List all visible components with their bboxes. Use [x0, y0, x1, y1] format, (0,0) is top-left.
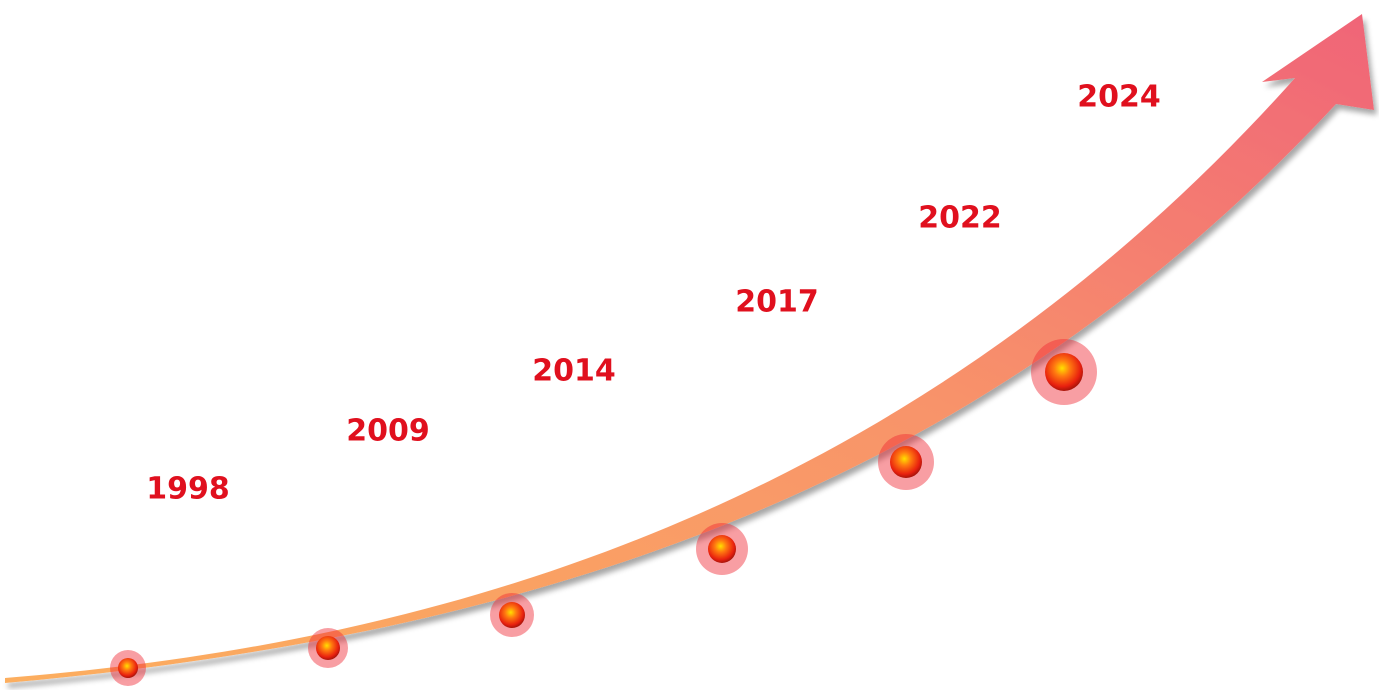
year-label: 2014 — [532, 354, 616, 389]
milestone-dot — [118, 658, 138, 678]
growth-arrow — [5, 14, 1374, 683]
milestone-dot — [1045, 353, 1083, 391]
milestone-dot — [708, 535, 736, 563]
year-label: 2022 — [918, 201, 1002, 236]
year-label: 2017 — [735, 285, 819, 320]
year-label: 2024 — [1077, 80, 1161, 115]
year-label: 1998 — [146, 472, 230, 507]
milestone-dot — [890, 446, 922, 478]
milestone-dot — [499, 602, 525, 628]
year-label: 2009 — [346, 414, 430, 449]
milestone-labels: 1998 2009 2014 2017 2022 2024 — [146, 80, 1161, 507]
milestone-dots — [110, 339, 1097, 686]
milestone-dot — [316, 636, 340, 660]
